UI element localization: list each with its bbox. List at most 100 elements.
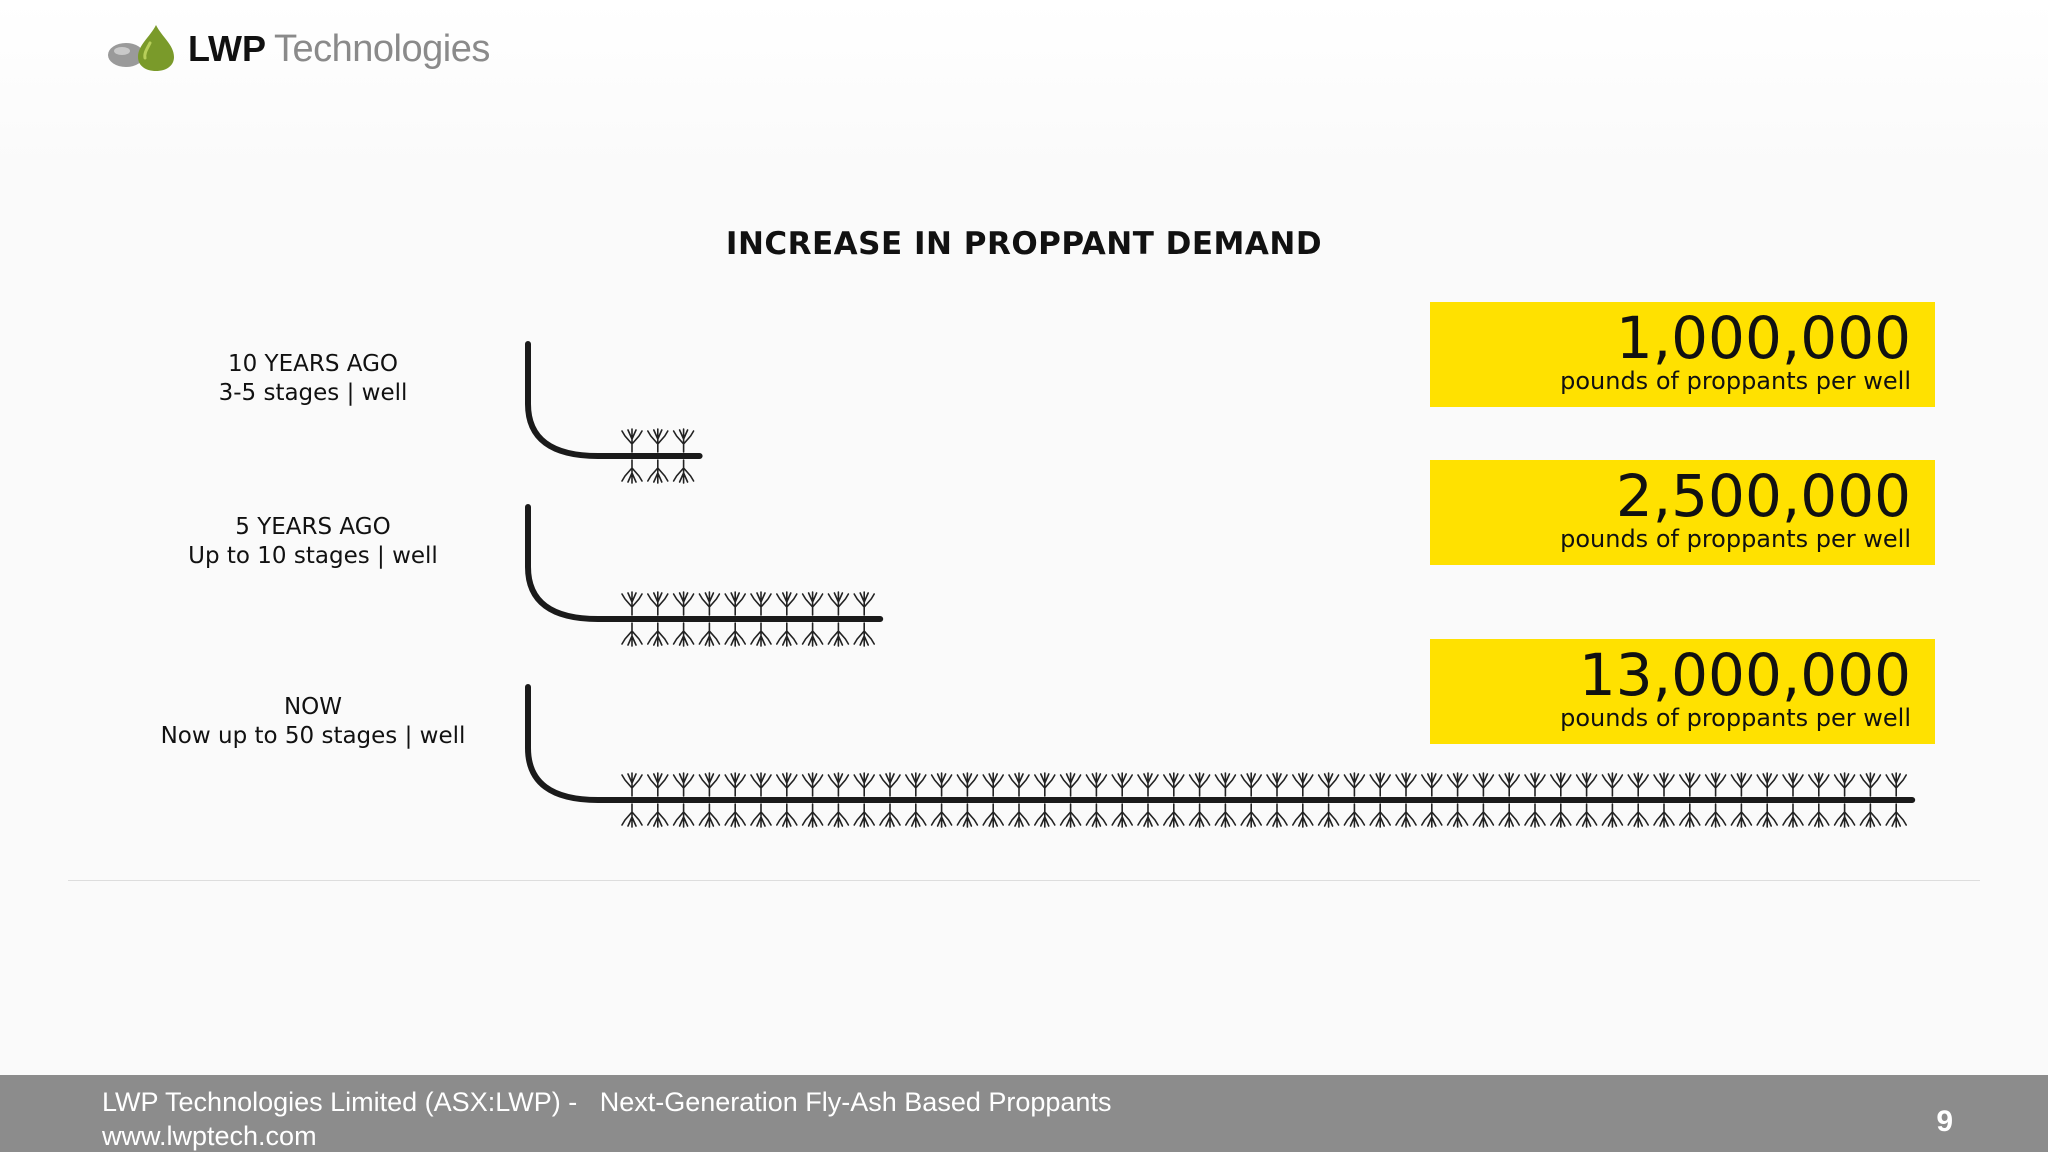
frac-stage-icon: [1679, 772, 1701, 797]
frac-stage-icon: [827, 591, 850, 616]
frac-stage-icon: [1188, 772, 1211, 797]
frac-stage-icon: [930, 772, 953, 797]
frac-stage-icon: [1395, 803, 1417, 828]
frac-stage-icon: [621, 459, 643, 484]
content-divider: [68, 880, 1980, 881]
row-period: NOW: [283, 694, 343, 720]
frac-stage-icon: [1782, 772, 1804, 797]
frac-stage-icon: [1343, 803, 1366, 828]
row-stages: Now up to 50 stages | well: [160, 723, 466, 749]
page-number: 9: [1936, 1105, 1953, 1138]
frac-stage-icon: [1704, 803, 1727, 828]
row-label-10-years: 10 YEARS AGO 3-5 stages | well: [103, 350, 523, 408]
frac-stage-icon: [1575, 803, 1598, 828]
frac-stage-icon: [1808, 772, 1830, 797]
frac-stage-icon: [956, 803, 979, 828]
footer-company-text: LWP Technologies Limited (ASX:LWP) - Nex…: [102, 1087, 1112, 1117]
frac-stage-icon: [698, 622, 721, 647]
frac-stage-icon: [1369, 772, 1391, 797]
frac-stage-icon: [672, 459, 695, 484]
frac-stage-icon: [1550, 803, 1572, 828]
proppant-amount-caption: pounds of proppants per well: [1560, 367, 1911, 395]
frac-stage-icon: [1833, 803, 1856, 828]
frac-stage-icon: [775, 591, 798, 616]
frac-stage-icon: [775, 772, 798, 797]
frac-stage-icon: [698, 772, 721, 797]
footer-bar: LWP Technologies Limited (ASX:LWP) - Nex…: [0, 1075, 2048, 1152]
frac-stage-icon: [672, 622, 695, 647]
frac-stage-icon: [1575, 772, 1598, 797]
frac-stage-icon: [1163, 772, 1185, 797]
frac-stage-icon: [724, 772, 747, 797]
logo-wordmark-light: Technologies: [274, 27, 490, 70]
frac-stage-icon: [672, 772, 695, 797]
proppant-amount: 1,000,000: [1615, 304, 1911, 372]
frac-stage-icon: [1137, 772, 1159, 797]
frac-stage-icon: [698, 591, 721, 616]
frac-stage-icon: [646, 803, 669, 828]
frac-stage-icon: [1317, 772, 1340, 797]
frac-stage-icon: [1859, 803, 1882, 828]
frac-stage-icon: [724, 591, 747, 616]
row-period: 5 YEARS AGO: [235, 514, 391, 540]
proppant-amount-box-10-years: 1,000,000 pounds of proppants per well: [1430, 302, 1935, 407]
proppant-amount-box-5-years: 2,500,000 pounds of proppants per well: [1430, 460, 1935, 565]
frac-stage-icon: [750, 591, 772, 616]
oil-drop-logo-icon: [108, 25, 174, 71]
frac-stage-icon: [1395, 772, 1417, 797]
frac-stage-icon: [672, 428, 695, 453]
frac-stage-icon: [1679, 803, 1701, 828]
frac-stage-icon: [956, 772, 979, 797]
well-diagram-5-years: [525, 504, 884, 647]
frac-stage-icon: [1343, 772, 1366, 797]
wellbore-line: [525, 504, 884, 622]
frac-stage-icon: [801, 591, 824, 616]
frac-stage-icon: [1524, 803, 1546, 828]
well-diagram-10-years: [525, 341, 703, 484]
frac-stage-icon: [1885, 803, 1907, 828]
frac-stage-icon: [1498, 772, 1520, 797]
proppant-amount-caption: pounds of proppants per well: [1560, 525, 1911, 553]
frac-stage-icon: [698, 803, 721, 828]
frac-stage-icon: [621, 622, 643, 647]
frac-stage-icon: [1034, 803, 1056, 828]
frac-stage-icon: [1369, 803, 1391, 828]
footer-website: www.lwptech.com: [102, 1121, 317, 1151]
frac-stage-icon: [1240, 803, 1262, 828]
frac-stage-icon: [1240, 772, 1262, 797]
frac-stage-icon: [1756, 803, 1778, 828]
frac-stage-icon: [1498, 803, 1520, 828]
logo-wordmark-bold: LWP: [188, 28, 266, 69]
proppant-amount: 2,500,000: [1615, 462, 1911, 530]
proppant-amount-box-now: 13,000,000 pounds of proppants per well: [1430, 639, 1935, 744]
frac-stage-icon: [879, 803, 901, 828]
frac-stage-icon: [1653, 772, 1675, 797]
frac-stage-icon: [1808, 803, 1830, 828]
frac-stage-icon: [1601, 772, 1624, 797]
frac-stage-icon: [1550, 772, 1572, 797]
frac-stage-icon: [1317, 803, 1340, 828]
frac-stage-icon: [724, 622, 747, 647]
frac-stage-icon: [1034, 772, 1056, 797]
frac-stage-icon: [775, 803, 798, 828]
frac-stage-icon: [1214, 772, 1237, 797]
frac-stage-icon: [827, 622, 850, 647]
frac-stage-icon: [672, 591, 695, 616]
frac-stage-icon: [1111, 803, 1133, 828]
frac-stage-icon: [775, 622, 798, 647]
frac-stage-icon: [621, 772, 643, 797]
frac-stage-icon: [1292, 803, 1314, 828]
wellbore-line: [525, 684, 1916, 803]
frac-stage-icon: [1111, 772, 1133, 797]
frac-stage-icon: [646, 459, 669, 484]
frac-stage-icon: [1163, 803, 1185, 828]
frac-stage-icon: [827, 803, 850, 828]
frac-stage-icon: [646, 622, 669, 647]
frac-stage-icon: [1085, 803, 1108, 828]
company-logo: LWP Technologies: [106, 18, 490, 78]
frac-stage-icon: [1627, 803, 1649, 828]
frac-stage-icon: [1524, 772, 1546, 797]
frac-stage-icon: [621, 428, 643, 453]
frac-stage-icon: [646, 428, 669, 453]
wellbore-line: [525, 341, 703, 459]
